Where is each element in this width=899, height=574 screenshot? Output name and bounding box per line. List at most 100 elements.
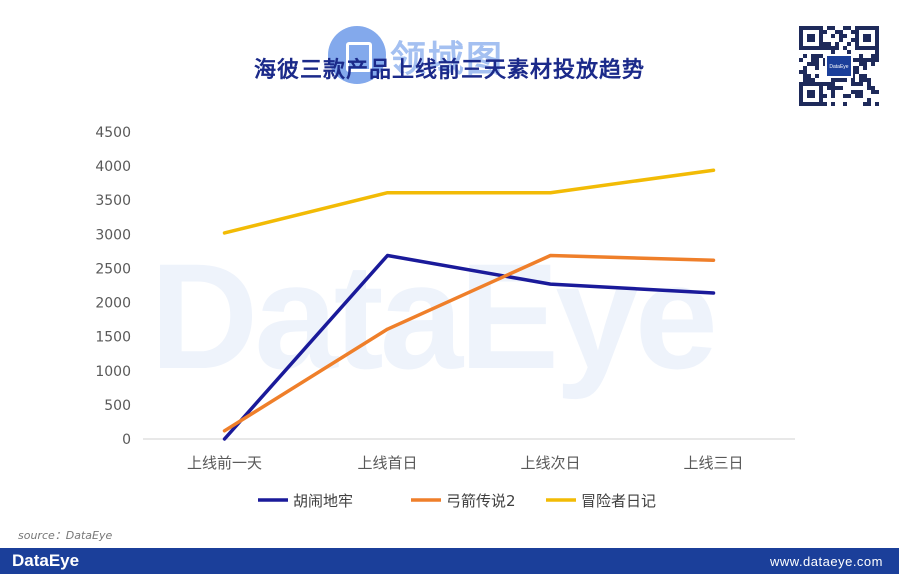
qr-module: [867, 82, 871, 86]
qr-module: [851, 38, 855, 42]
qr-module: [859, 78, 863, 82]
legend-label-1: 胡闹地牢: [293, 492, 353, 510]
qr-module: [815, 74, 819, 78]
qr-module: [851, 78, 855, 82]
qr-module: [831, 102, 835, 106]
qr-module: [831, 50, 835, 54]
qr-module: [827, 46, 831, 50]
x-tick-label: 上线次日: [520, 454, 580, 472]
series-line-3: [222, 168, 716, 235]
qr-module: [847, 50, 851, 54]
stamp-watermark-text: 领域图: [390, 39, 505, 80]
qr-module: [799, 70, 803, 74]
qr-module: [815, 54, 819, 58]
qr-module: [839, 86, 843, 90]
footer-url[interactable]: www.dataeye.com: [770, 554, 883, 569]
y-tick-label: 2500: [95, 261, 131, 277]
qr-module: [835, 46, 839, 50]
x-tick-label: 上线三日: [683, 454, 743, 472]
qr-module: [831, 34, 835, 38]
qr-module: [807, 74, 811, 78]
qr-module: [831, 46, 835, 50]
qr-module: [843, 34, 847, 38]
qr-module: [823, 94, 827, 98]
qr-module: [859, 90, 863, 94]
qr-module: [843, 102, 847, 106]
chart-title: 海彼三款产品上线前三天素材投放趋势: [253, 58, 645, 83]
qr-module: [859, 74, 863, 78]
y-tick-label: 1500: [95, 330, 131, 346]
qr-code-icon: DataEye: [799, 26, 879, 106]
qr-module: [855, 82, 859, 86]
qr-module: [851, 82, 855, 86]
qr-module: [839, 78, 843, 82]
qr-module: [859, 54, 863, 58]
qr-module: [807, 78, 811, 82]
legend-label-3: 冒险者日记: [581, 492, 656, 510]
qr-module: [831, 86, 835, 90]
qr-module: [835, 78, 839, 82]
qr-module: [875, 58, 879, 62]
qr-module: [871, 54, 875, 58]
qr-module: [851, 90, 855, 94]
qr-module: [867, 102, 871, 106]
qr-module: [855, 66, 859, 70]
qr-module: [835, 42, 839, 46]
qr-module: [863, 58, 867, 62]
qr-module: [819, 54, 823, 58]
y-tick-label: 2000: [95, 296, 131, 312]
qr-center-logo: [827, 56, 851, 76]
qr-module: [831, 90, 835, 94]
qr-module: [827, 86, 831, 90]
qr-module: [855, 90, 859, 94]
footer-logo: DataEye: [12, 551, 80, 570]
qr-module: [839, 30, 843, 34]
x-tick-label: 上线首日: [357, 454, 417, 472]
qr-module: [839, 38, 843, 42]
qr-module: [875, 90, 879, 94]
y-tick-label: 4000: [95, 159, 131, 175]
qr-module: [863, 102, 867, 106]
qr-module: [815, 66, 819, 70]
qr-module: [815, 58, 819, 62]
qr-module: [807, 62, 811, 66]
qr-module: [811, 54, 815, 58]
qr-module: [823, 102, 827, 106]
qr-module: [859, 58, 863, 62]
legend-label-2: 弓箭传说2: [446, 492, 516, 510]
qr-module: [823, 46, 827, 50]
qr-module: [863, 62, 867, 66]
qr-module: [835, 30, 839, 34]
qr-module: [871, 62, 875, 66]
y-tick-label: 1000: [95, 364, 131, 380]
qr-finder-inner: [863, 34, 871, 42]
qr-module: [875, 50, 879, 54]
qr-module: [803, 66, 807, 70]
qr-module: [823, 82, 827, 86]
qr-module: [859, 62, 863, 66]
qr-module: [847, 26, 851, 30]
qr-module: [827, 42, 831, 46]
qr-module: [815, 62, 819, 66]
series-line-2: [222, 253, 716, 433]
qr-module: [859, 82, 863, 86]
qr-module: [863, 66, 867, 70]
qr-module: [855, 94, 859, 98]
qr-module: [851, 30, 855, 34]
y-tick-label: 3500: [95, 193, 131, 209]
series-line-1: [222, 253, 716, 441]
qr-module: [799, 58, 803, 62]
qr-center-label: DataEye: [829, 64, 848, 70]
qr-module: [843, 78, 847, 82]
qr-module: [863, 78, 867, 82]
qr-module: [867, 78, 871, 82]
qr-module: [855, 58, 859, 62]
qr-module: [823, 30, 827, 34]
qr-module: [843, 26, 847, 30]
qr-finder-inner: [807, 90, 815, 98]
qr-module: [867, 98, 871, 102]
qr-module: [827, 82, 831, 86]
qr-module: [839, 34, 843, 38]
qr-module: [867, 58, 871, 62]
